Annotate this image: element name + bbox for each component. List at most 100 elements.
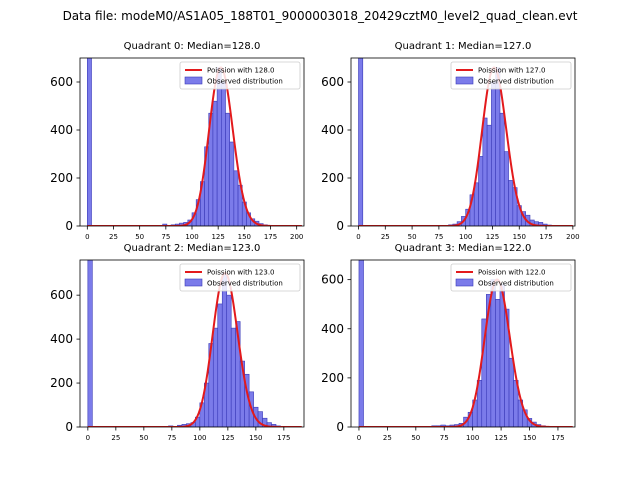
x-tick-label: 100 xyxy=(459,233,472,241)
legend-bars-label: Observed distribution xyxy=(207,78,283,86)
y-tick-label: 600 xyxy=(321,273,344,287)
x-tick-label: 150 xyxy=(249,434,262,442)
x-tick-label: 50 xyxy=(408,233,417,241)
x-tick-label: 150 xyxy=(238,233,251,241)
legend-box xyxy=(450,263,572,292)
histogram-bar xyxy=(221,272,228,427)
legend: Poission with 128.0 Observed distribution xyxy=(179,61,301,90)
y-tick-label: 200 xyxy=(321,371,344,385)
histogram-bar xyxy=(229,141,235,226)
panel-title: Quadrant 3: Median=122.0 xyxy=(395,243,532,254)
legend: Poission with 127.0 Observed distribution xyxy=(450,61,572,90)
histogram-bar xyxy=(499,284,505,427)
x-tick-label: 150 xyxy=(513,233,526,241)
y-tick-label: 600 xyxy=(50,75,73,89)
y-tick-label: 400 xyxy=(321,123,344,137)
x-tick-label: 25 xyxy=(109,233,118,241)
legend-bars-swatch xyxy=(184,76,203,85)
x-tick-label: 75 xyxy=(161,233,170,241)
y-tick-label: 200 xyxy=(50,171,73,185)
figure-title: Data file: modeM0/AS1A05_188T01_90000030… xyxy=(63,9,578,23)
x-tick-label: 50 xyxy=(139,434,148,442)
axes-frame xyxy=(350,259,576,428)
plot-area xyxy=(87,58,302,226)
y-tick-label: 200 xyxy=(50,376,73,390)
y-tick-label: 0 xyxy=(336,219,344,233)
x-tick-label: 75 xyxy=(440,434,449,442)
axes-frame xyxy=(79,259,305,428)
x-tick-label: 100 xyxy=(185,233,198,241)
histogram-bar xyxy=(230,327,236,427)
quadrant-panel-2: 0 25 50 75 100 125 150 175 0 200 400 600 Quadrant 2:… xyxy=(50,243,305,442)
x-tick-label: 100 xyxy=(193,434,206,442)
histogram-bar xyxy=(495,298,501,427)
x-tick-label: 200 xyxy=(566,233,579,241)
x-tick-label: 25 xyxy=(111,434,120,442)
x-tick-label: 175 xyxy=(551,434,564,442)
histogram-bar xyxy=(226,294,232,427)
histogram-bar xyxy=(216,67,222,226)
poisson-curve xyxy=(87,66,302,226)
x-tick-label: 175 xyxy=(277,434,290,442)
legend: Poission with 123.0 Observed distribution xyxy=(179,263,301,292)
histogram-bar xyxy=(478,156,484,226)
histogram-bar xyxy=(225,112,230,226)
histogram-bar xyxy=(233,170,239,226)
x-tick-label: 0 xyxy=(86,434,90,442)
poisson-curve xyxy=(358,278,573,427)
legend-curve-label: Poission with 128.0 xyxy=(207,67,275,75)
legend-bars-swatch xyxy=(184,278,203,287)
x-tick-label: 125 xyxy=(221,434,234,442)
histogram-bar xyxy=(217,303,223,427)
histogram-bar xyxy=(221,81,226,226)
x-tick-label: 0 xyxy=(357,434,361,442)
legend-bars-label: Observed distribution xyxy=(478,78,554,86)
x-tick-label: 125 xyxy=(211,233,224,241)
axes-frame xyxy=(350,57,576,227)
histogram-bar xyxy=(212,327,219,427)
quadrant-panel-3: 0 25 50 75 100 125 150 175 0 200 400 600 Quadrant 3:… xyxy=(321,243,576,442)
x-tick-label: 75 xyxy=(167,434,176,442)
plot-area xyxy=(358,58,573,226)
legend-box xyxy=(179,61,301,90)
histogram-bar xyxy=(358,58,364,226)
x-tick-label: 25 xyxy=(381,233,390,241)
y-tick-label: 600 xyxy=(321,75,344,89)
x-tick-label: 150 xyxy=(523,434,536,442)
x-tick-label: 175 xyxy=(539,233,552,241)
histogram-bar xyxy=(490,279,496,427)
y-tick-label: 600 xyxy=(50,288,73,302)
x-tick-label: 75 xyxy=(434,233,443,241)
quadrant-panel-1: 0 25 50 75 100 125 150 175 200 0 200 400 600 Quadrant… xyxy=(321,41,579,241)
legend-curve-label: Poission with 123.0 xyxy=(207,269,275,277)
x-tick-label: 125 xyxy=(486,233,499,241)
y-tick-label: 0 xyxy=(65,420,73,434)
histogram-bar xyxy=(508,180,514,226)
legend-box xyxy=(179,263,301,292)
legend-bars-label: Observed distribution xyxy=(478,280,554,288)
y-tick-label: 400 xyxy=(50,332,73,346)
histogram-bar xyxy=(486,124,492,226)
x-tick-label: 50 xyxy=(411,434,420,442)
plot-area xyxy=(87,260,302,427)
legend-bars-swatch xyxy=(455,76,474,85)
histogram-bar xyxy=(499,112,505,226)
histogram-bar xyxy=(491,81,496,226)
poisson-curve xyxy=(358,66,573,226)
y-tick-label: 400 xyxy=(50,123,73,137)
y-tick-label: 400 xyxy=(321,322,344,336)
histogram-bar xyxy=(358,260,364,427)
y-tick-label: 200 xyxy=(321,171,344,185)
histogram-bar xyxy=(87,58,92,226)
histogram-bar xyxy=(212,100,218,226)
histogram-bar xyxy=(508,357,514,427)
histogram-bar xyxy=(503,151,509,226)
legend-box xyxy=(450,61,572,90)
x-tick-label: 50 xyxy=(135,233,144,241)
legend-bars-label: Observed distribution xyxy=(207,280,283,288)
x-tick-label: 175 xyxy=(264,233,277,241)
legend-curve-label: Poission with 127.0 xyxy=(478,67,546,75)
panel-title: Quadrant 0: Median=128.0 xyxy=(124,41,261,52)
plot-area xyxy=(358,260,573,427)
